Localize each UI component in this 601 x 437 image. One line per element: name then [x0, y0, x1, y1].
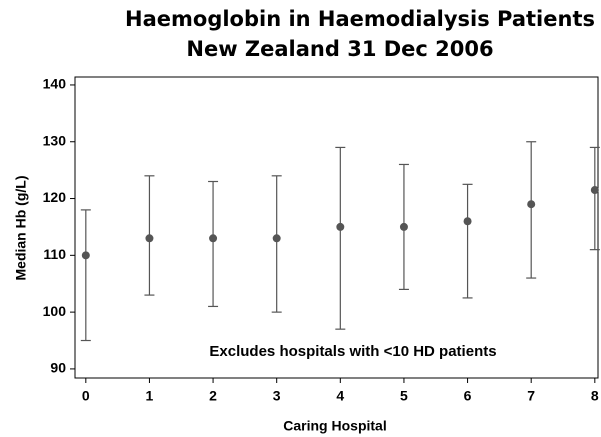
median-point	[336, 222, 345, 231]
median-point	[590, 186, 599, 195]
median-point	[399, 222, 408, 231]
x-tick-label: 3	[273, 388, 281, 404]
x-tick-label: 2	[209, 388, 217, 404]
plot-frame	[74, 76, 599, 379]
median-point	[272, 234, 281, 243]
y-tick-label: 90	[50, 360, 66, 376]
y-tick-label: 110	[43, 246, 66, 262]
x-tick-label: 6	[464, 388, 472, 404]
chart-subtitle: New Zealand 31 Dec 2006	[186, 37, 493, 61]
y-tick-label: 140	[43, 76, 67, 92]
median-point	[81, 251, 90, 260]
x-tick-label: 1	[146, 388, 154, 404]
annotation: Excludes hospitals with <10 HD patients	[209, 343, 496, 360]
x-tick-label: 8	[591, 388, 599, 404]
x-tick-label: 5	[400, 388, 408, 404]
y-axis-label: Median Hb (g/L)	[13, 176, 29, 281]
median-point	[209, 234, 218, 243]
x-tick-label: 4	[336, 388, 344, 404]
x-axis-label: Caring Hospital	[283, 418, 386, 434]
y-tick-label: 100	[43, 303, 67, 319]
median-point	[145, 234, 154, 243]
chart-title: Haemoglobin in Haemodialysis Patients	[125, 7, 595, 31]
y-tick-label: 130	[43, 132, 67, 148]
median-point	[463, 217, 472, 226]
median-point	[527, 200, 536, 209]
x-tick-label: 0	[82, 388, 90, 404]
x-tick-label: 7	[527, 388, 535, 404]
y-tick-label: 120	[43, 189, 67, 205]
